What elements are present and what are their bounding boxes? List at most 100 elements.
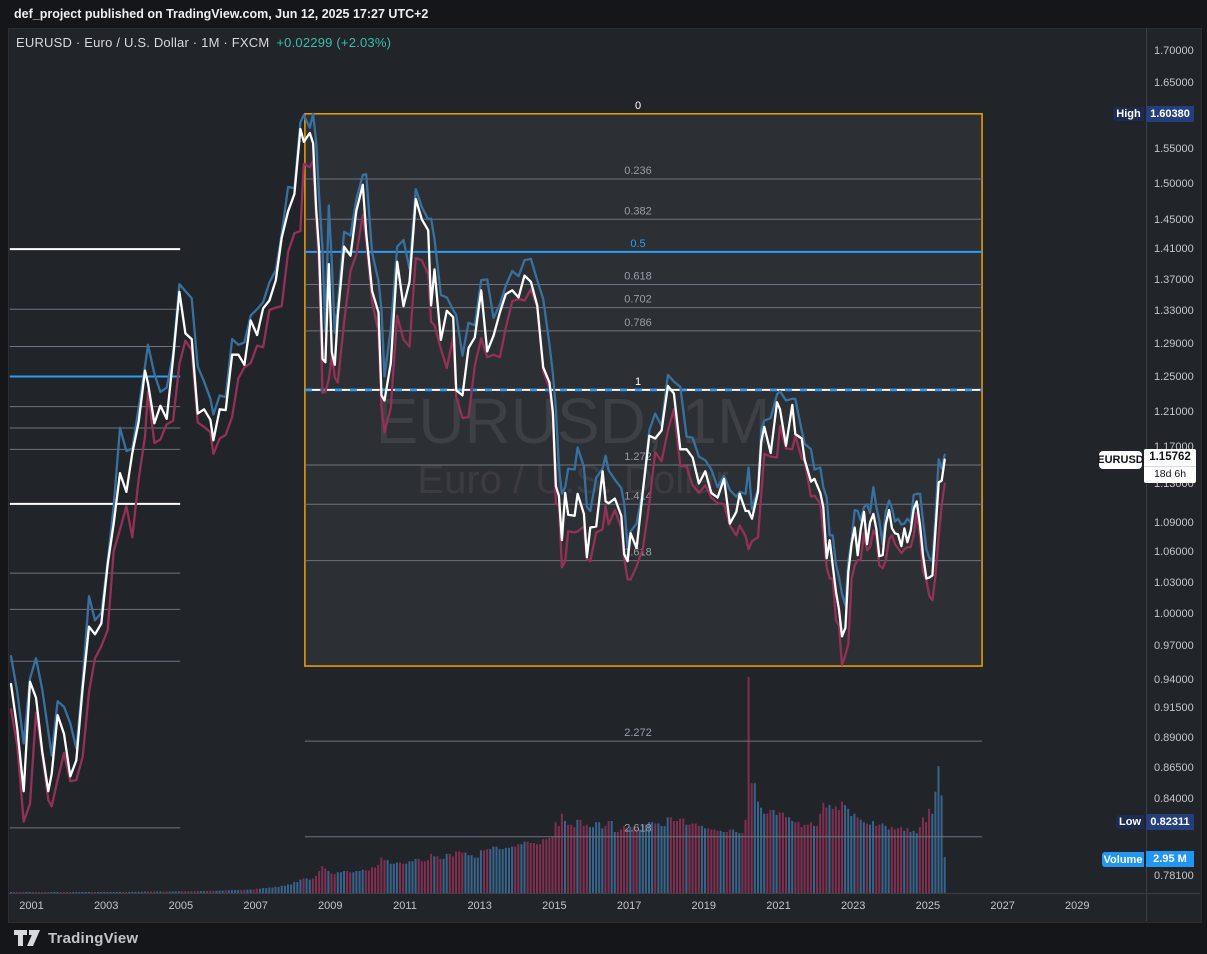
fib-level-label: 0.382 <box>624 205 652 217</box>
volume-bar <box>66 892 68 893</box>
volume-bar <box>757 801 759 893</box>
volume-bar <box>146 891 149 893</box>
volume-bar <box>766 813 769 893</box>
volume-bar <box>788 817 791 893</box>
volume-bar <box>610 821 613 893</box>
volume-bar <box>156 891 159 893</box>
volume-bar <box>775 814 778 893</box>
volume-bar <box>330 873 333 893</box>
volume-bar <box>719 830 722 893</box>
volume-bar <box>171 891 174 893</box>
volume-bar <box>769 810 772 893</box>
volume-bar <box>115 892 118 893</box>
volume-bar <box>16 892 19 893</box>
volume-bar <box>137 891 140 893</box>
volume-bar <box>607 821 610 893</box>
volume-bar <box>143 891 146 893</box>
price-tick-label: 1.06000 <box>1154 546 1194 559</box>
volume-bar <box>315 875 317 893</box>
volume-bar <box>252 889 255 893</box>
volume-bar <box>875 825 878 893</box>
price-tick-label: 0.84000 <box>1154 792 1194 805</box>
volume-bar <box>700 825 703 893</box>
volume-bar <box>595 822 598 893</box>
price-tick-label: 1.33000 <box>1154 305 1194 318</box>
volume-bar <box>41 892 44 893</box>
fib-level-label: 0 <box>635 100 641 112</box>
volume-bar <box>797 822 800 893</box>
volume-bar <box>336 872 339 893</box>
tradingview-footer[interactable]: TradingView <box>14 928 138 948</box>
volume-bar <box>59 892 62 893</box>
volume-bar <box>343 871 345 893</box>
symbol-title: EURUSD · Euro / U.S. Dollar · 1M · FXCM <box>16 35 270 50</box>
change-percent: (+2.03%) <box>336 35 392 50</box>
volume-bar <box>545 839 548 893</box>
last-symbol: EURUSD <box>1097 450 1144 469</box>
volume-bar <box>467 855 470 893</box>
volume-bar <box>489 849 492 893</box>
volume-bar <box>725 832 728 893</box>
price-tick-label: 1.70000 <box>1154 45 1194 57</box>
volume-bar <box>900 827 903 893</box>
fib-level-label: 0.5 <box>630 238 645 250</box>
fib-level-label: 1.272 <box>624 451 652 463</box>
volume-bar <box>118 891 121 893</box>
price-line-low[interactable] <box>9 159 946 823</box>
symbol-header[interactable]: EURUSD · Euro / U.S. Dollar · 1M · FXCM +… <box>16 35 391 50</box>
volume-bar <box>679 818 682 893</box>
volume-bar <box>514 846 517 893</box>
volume-bar <box>174 891 177 893</box>
volume-bar <box>408 861 411 893</box>
volume-bar <box>476 857 479 893</box>
volume-bar <box>918 827 921 893</box>
volume-bar <box>884 825 887 893</box>
volume-bar <box>778 812 781 893</box>
volume-bar <box>305 878 308 893</box>
volume-bar <box>19 892 22 893</box>
volume-bar <box>181 891 184 893</box>
volume-bar <box>623 825 626 893</box>
volume-bar <box>660 825 663 893</box>
volume-bar <box>380 857 383 893</box>
volume-bar <box>339 872 342 893</box>
volume-bar <box>442 858 445 893</box>
time-tick-label: 2005 <box>168 900 194 912</box>
price-chart-pane[interactable]: 0 0.236 0.382 0.5 0.618 0.702 0.786 1 1.272 1.414… <box>8 28 1146 893</box>
attribution-bar[interactable]: def_project published on TradingView.com… <box>0 0 1207 28</box>
tradingview-logo-icon <box>14 930 40 946</box>
price-tick-label: 0.94000 <box>1154 673 1194 686</box>
volume-bar <box>87 892 90 893</box>
volume-bar <box>672 821 675 893</box>
fib-retracement-left[interactable] <box>9 248 181 829</box>
price-tick-label: 0.78100 <box>1154 870 1194 883</box>
volume-bar <box>333 874 336 893</box>
volume-bar <box>772 810 775 893</box>
volume-bar <box>56 892 59 893</box>
volume-bar <box>573 827 576 893</box>
volume-bar <box>352 872 355 893</box>
volume-bar <box>523 841 526 893</box>
volume-bar <box>551 836 554 893</box>
price-line-close[interactable] <box>9 127 946 793</box>
volume-bar <box>859 819 862 893</box>
volume-bar <box>168 891 171 893</box>
volume-bar <box>308 879 311 893</box>
volume-bar <box>190 891 193 893</box>
volume-bar <box>716 830 719 893</box>
volume-bar <box>361 869 364 893</box>
high-label: High <box>1113 106 1144 121</box>
volume-bar <box>501 849 504 893</box>
price-tick-label: 1.03000 <box>1154 576 1194 589</box>
fib-retracement-main-levels[interactable]: 0 0.236 0.382 0.5 0.618 0.702 0.786 1 1.272 1.414… <box>304 100 983 838</box>
volume-bar <box>318 871 321 893</box>
volume-bar <box>47 892 50 893</box>
volume-bar <box>819 813 822 893</box>
volume-bar <box>38 892 40 893</box>
vol-value: 2.95 M <box>1146 851 1194 867</box>
volume-bar <box>644 824 647 893</box>
volume-bar <box>828 805 831 893</box>
volume-bar <box>243 889 246 893</box>
volume-bar <box>128 891 131 893</box>
volume-bar <box>492 846 495 893</box>
